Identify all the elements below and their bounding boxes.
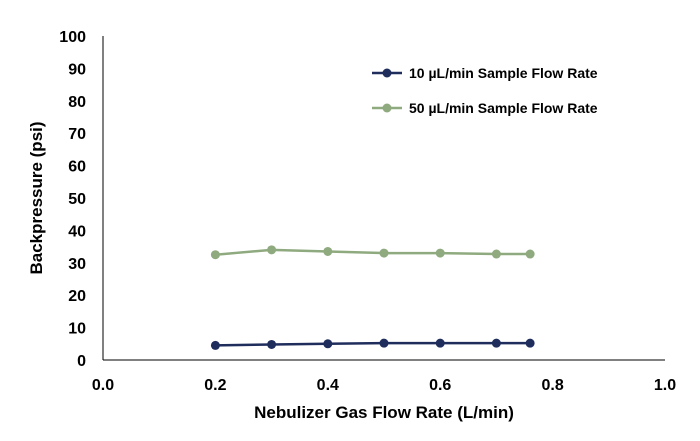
y-tick-label: 30 xyxy=(68,256,86,273)
data-point xyxy=(435,338,445,348)
x-tick-labels: 0.0 0.2 0.4 0.6 0.8 1.0 xyxy=(92,377,676,394)
x-tick-label: 0.6 xyxy=(429,377,451,394)
legend-marker xyxy=(382,68,392,78)
y-tick-label: 20 xyxy=(68,288,86,305)
y-tick-label: 90 xyxy=(68,61,86,78)
legend: 10 µL/min Sample Flow Rate 50 µL/min Samp… xyxy=(372,65,598,116)
series-line xyxy=(215,341,531,347)
data-point xyxy=(525,338,535,348)
y-tick-label: 50 xyxy=(68,191,86,208)
y-tick-label: 100 xyxy=(59,29,86,46)
x-tick-label: 1.0 xyxy=(654,377,676,394)
series-layer xyxy=(210,245,535,350)
x-tick-label: 0.8 xyxy=(541,377,563,394)
series-2 xyxy=(210,245,535,260)
y-axis-title: Backpressure (psi) xyxy=(27,121,46,274)
data-point xyxy=(323,339,333,349)
x-tick-label: 0.4 xyxy=(317,377,339,394)
data-point xyxy=(491,338,501,348)
series-1 xyxy=(210,338,535,350)
legend-label: 50 µL/min Sample Flow Rate xyxy=(409,100,598,116)
data-point xyxy=(491,249,501,259)
legend-marker xyxy=(382,103,392,113)
axes xyxy=(102,36,665,361)
legend-entry: 10 µL/min Sample Flow Rate xyxy=(372,65,598,81)
data-point xyxy=(210,250,220,260)
data-point xyxy=(323,246,333,256)
y-tick-label: 10 xyxy=(68,321,86,338)
data-point xyxy=(379,248,389,258)
y-tick-labels: 0 10 20 30 40 50 60 70 80 90 100 xyxy=(59,29,86,370)
y-tick-label: 40 xyxy=(68,223,86,240)
series-line xyxy=(215,248,531,256)
y-tick-label: 70 xyxy=(68,126,86,143)
data-point xyxy=(210,340,220,350)
data-point xyxy=(267,245,277,255)
y-tick-label: 80 xyxy=(68,94,86,111)
x-tick-label: 0.2 xyxy=(204,377,226,394)
legend-entry: 50 µL/min Sample Flow Rate xyxy=(372,100,598,116)
data-point xyxy=(435,248,445,258)
data-point xyxy=(267,339,277,349)
data-point xyxy=(525,249,535,259)
x-axis-title: Nebulizer Gas Flow Rate (L/min) xyxy=(254,403,514,422)
legend-label: 10 µL/min Sample Flow Rate xyxy=(409,65,598,81)
y-tick-label: 0 xyxy=(77,353,86,370)
data-point xyxy=(379,338,389,348)
y-tick-label: 60 xyxy=(68,159,86,176)
x-tick-label: 0.0 xyxy=(92,377,114,394)
